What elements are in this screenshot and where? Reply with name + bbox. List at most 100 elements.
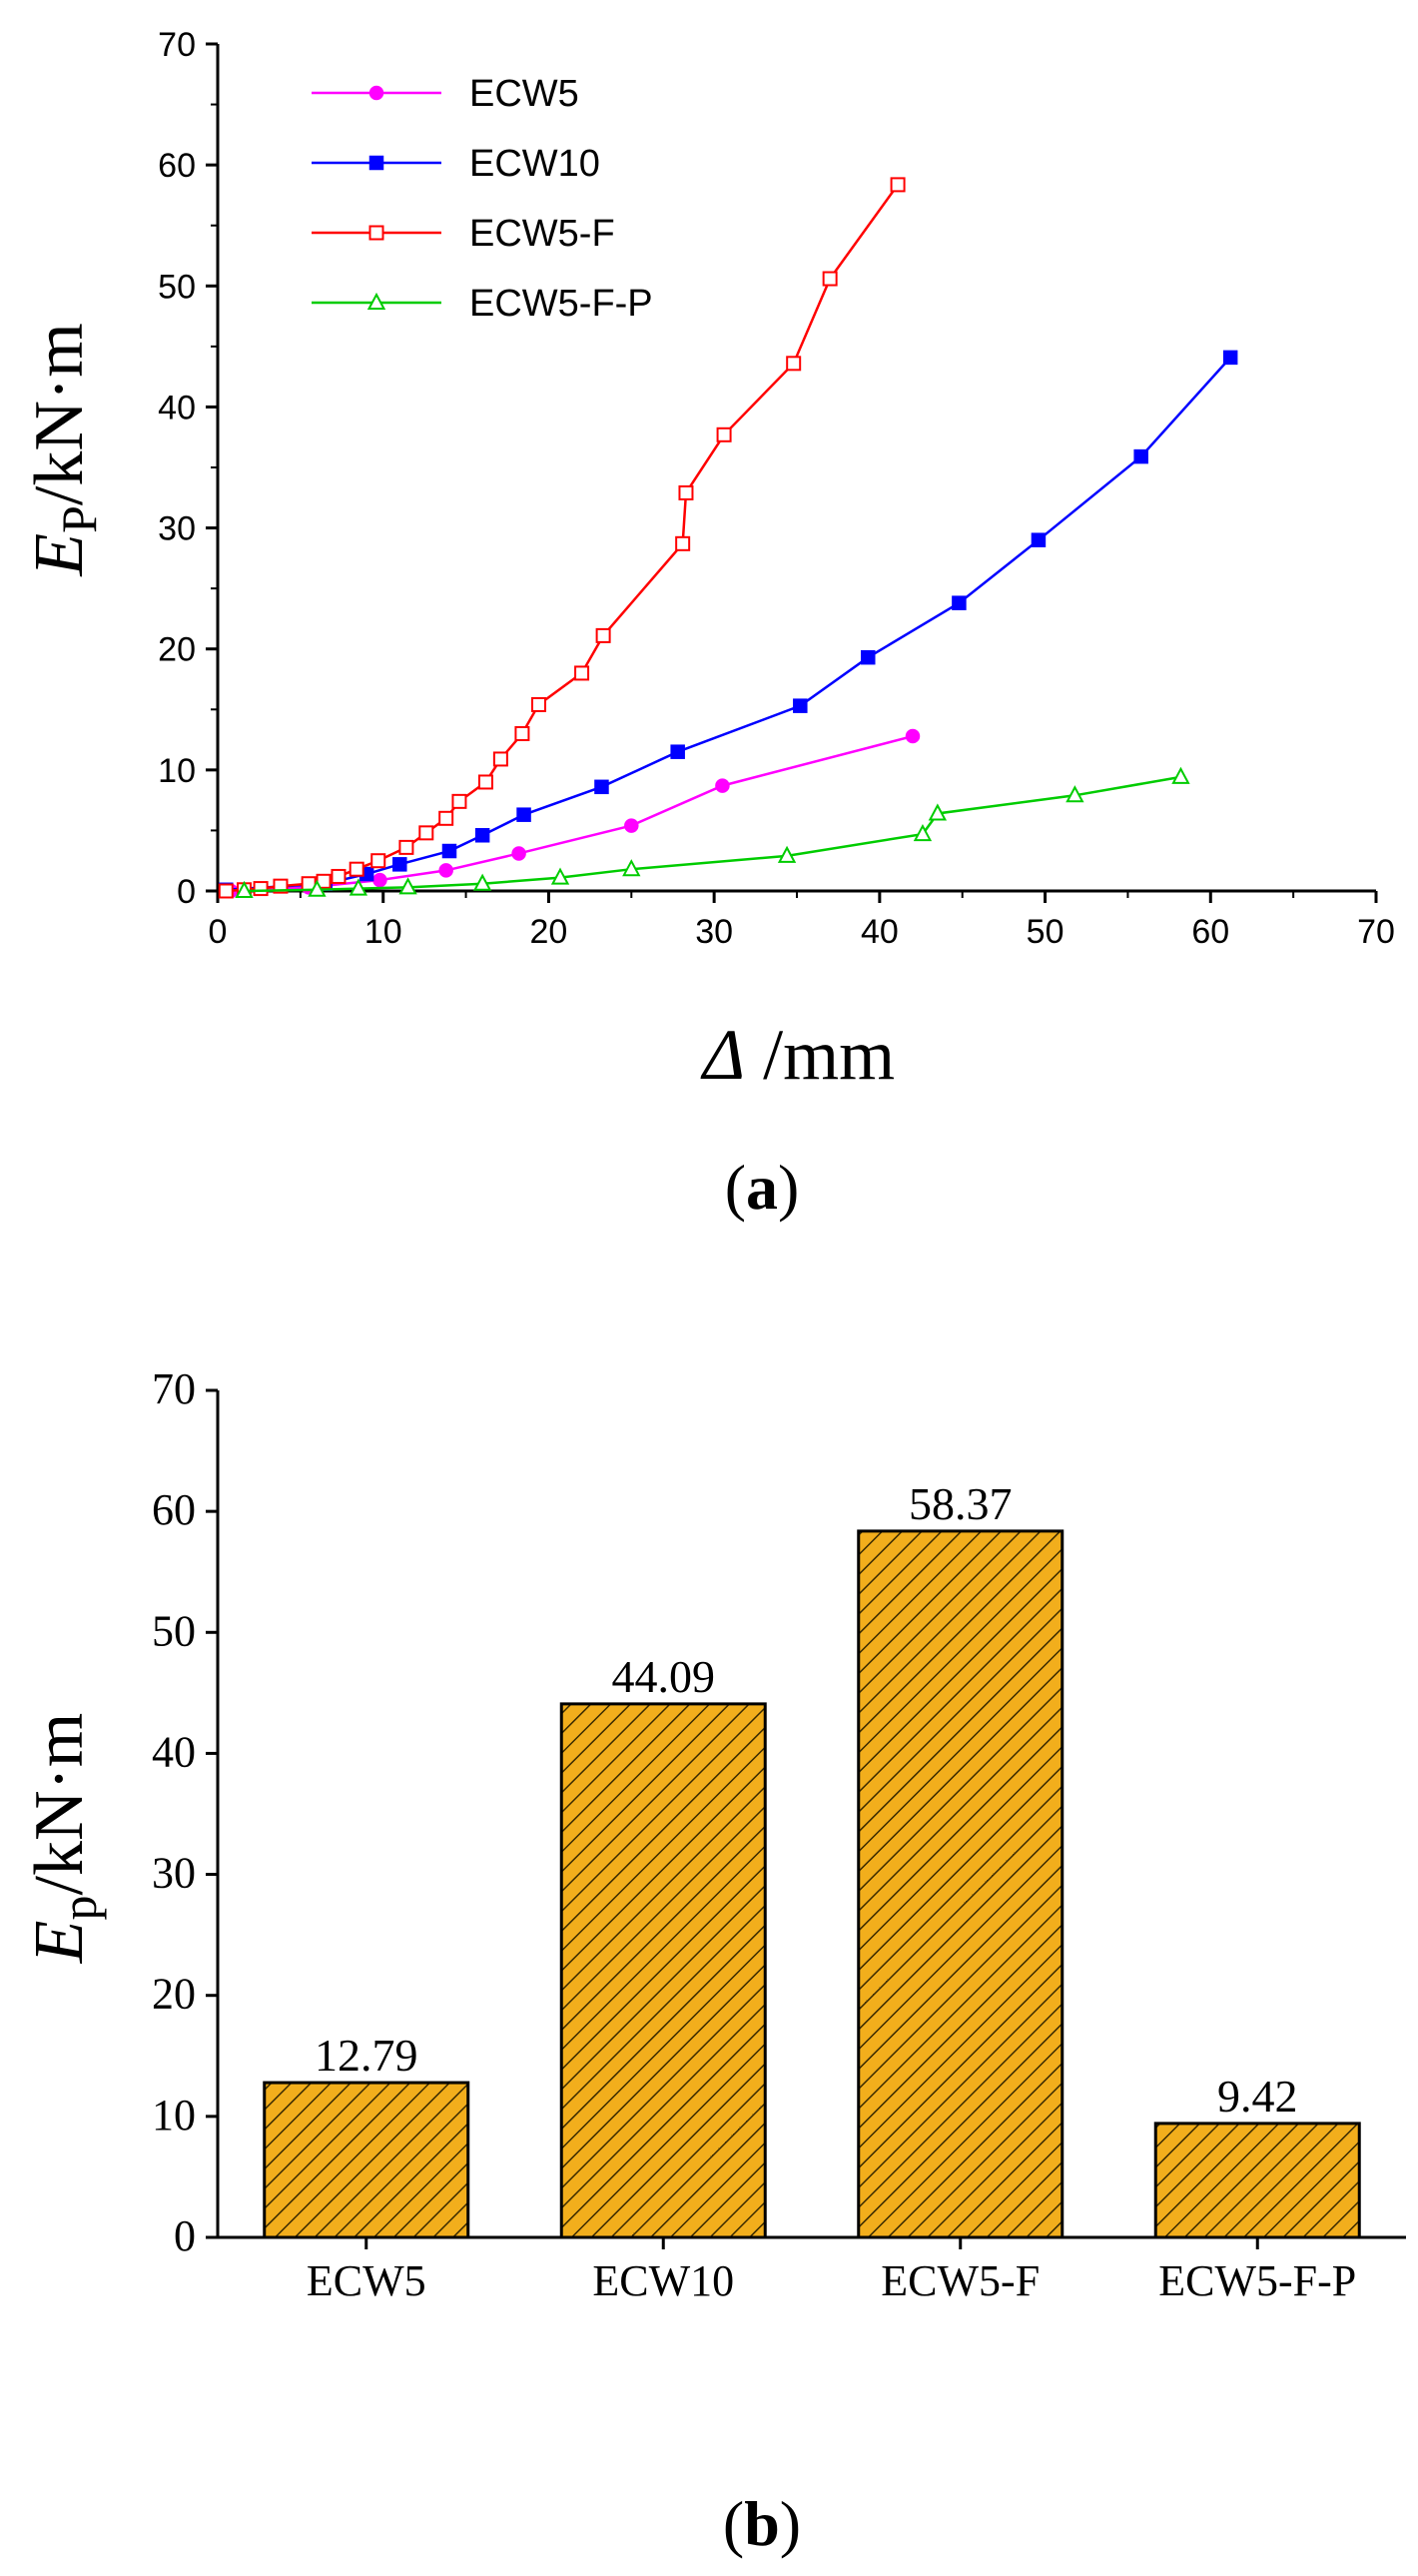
category-label: ECW5-F xyxy=(881,2256,1040,2305)
y-tick-label: 60 xyxy=(152,1485,196,1534)
data-point-ecw5-f-p xyxy=(928,803,948,821)
data-point-ecw5-f xyxy=(477,774,493,790)
y-tick-label: 0 xyxy=(174,2211,196,2260)
category-label: ECW10 xyxy=(592,2256,734,2305)
data-point-ecw5-f-p xyxy=(472,873,492,891)
x-tick-label: 0 xyxy=(209,913,228,951)
series-line-ecw5 xyxy=(231,734,914,893)
y-tick-label: 30 xyxy=(152,1849,196,1898)
data-point-ecw5-f-p xyxy=(349,878,368,896)
data-point-ecw10 xyxy=(793,698,808,713)
data-point-ecw10 xyxy=(516,807,531,822)
bar-ecw5-f-p xyxy=(1153,2122,1361,2239)
data-point-ecw5 xyxy=(624,818,639,833)
y-tick-label: 10 xyxy=(158,752,196,790)
data-point-ecw5-f-p xyxy=(1171,766,1190,784)
y-label-subscript: p xyxy=(51,1896,107,1921)
data-point-ecw5 xyxy=(511,846,526,861)
data-point-ecw5-f xyxy=(822,271,838,287)
bar-value-label: 44.09 xyxy=(612,1651,716,1702)
x-tick-label: 50 xyxy=(1027,913,1064,951)
legend-item-ecw5-f: ECW5-F xyxy=(312,213,615,255)
x-tick-label: 60 xyxy=(1191,913,1229,951)
bar-ecw5-f xyxy=(857,1529,1064,2239)
y-tick-label: 30 xyxy=(158,510,196,548)
data-point-ecw5-f-p xyxy=(622,859,641,877)
legend-marker xyxy=(366,292,386,310)
data-point-ecw5 xyxy=(715,778,730,793)
x-label-symbol: Δ xyxy=(700,1015,745,1095)
data-point-ecw5-f xyxy=(675,535,691,551)
data-point-ecw5-f xyxy=(716,427,732,442)
x-tick-label: 40 xyxy=(861,913,899,951)
data-point-ecw5-f xyxy=(514,726,530,742)
data-point-ecw5 xyxy=(372,872,387,888)
data-point-ecw5-f xyxy=(349,861,364,877)
legend-label: ECW5 xyxy=(469,73,579,115)
legend-marker xyxy=(368,225,384,241)
line-chart-y-axis-label: EP/kN·m xyxy=(21,323,107,576)
y-label-symbol: E xyxy=(21,1921,98,1965)
data-point-ecw5-f xyxy=(451,793,467,809)
data-point-ecw5 xyxy=(905,728,921,744)
data-point-ecw10 xyxy=(1222,350,1238,366)
x-tick-label: 70 xyxy=(1357,913,1395,951)
legend-marker xyxy=(368,155,384,171)
y-label-units: /kN·m xyxy=(21,1713,98,1896)
x-tick-label: 10 xyxy=(364,913,402,951)
data-point-ecw5-f xyxy=(786,356,802,372)
panel-letter-b: b xyxy=(744,2488,780,2559)
bar-chart-ticks: 0 10 20 30 40 50 60 70 xyxy=(152,1364,1259,2260)
bar-value-label: 58.37 xyxy=(909,1478,1013,1529)
line-chart-legend: ECW5 ECW10 ECW5-F ECW5-F-P xyxy=(312,73,653,325)
data-point-ecw5-f-p xyxy=(913,823,933,842)
panel-label-a: (a) xyxy=(725,1152,800,1223)
y-tick-label: 70 xyxy=(152,1364,196,1413)
x-tick-label: 20 xyxy=(530,913,568,951)
y-tick-label: 60 xyxy=(158,147,196,185)
data-point-ecw10 xyxy=(594,779,609,795)
bar-value-label: 12.79 xyxy=(315,2030,418,2081)
legend-item-ecw5-f-p: ECW5-F-P xyxy=(312,283,653,325)
y-label-subscript: P xyxy=(51,505,107,533)
data-point-ecw10 xyxy=(952,595,967,610)
legend-marker xyxy=(368,85,384,101)
line-chart-ticks: 0 10 20 30 40 50 60 70 0 10 20 30 40 50 60 70 xyxy=(158,26,1395,951)
y-label-units: /kN·m xyxy=(21,323,98,505)
line-chart-series-group xyxy=(218,177,1238,899)
data-point-ecw10 xyxy=(392,857,407,872)
series-ecw5-f xyxy=(218,177,906,899)
data-point-ecw5-f xyxy=(438,810,454,826)
legend-item-ecw10: ECW10 xyxy=(312,143,600,185)
data-point-ecw10 xyxy=(1133,448,1148,464)
x-label-units: /mm xyxy=(745,1015,895,1095)
panel-letter-a: a xyxy=(746,1152,778,1223)
data-point-ecw10 xyxy=(441,843,457,859)
bar-chart-bars xyxy=(263,1529,1361,2239)
data-point-ecw5-f xyxy=(218,883,234,899)
line-chart-x-axis-label: Δ /mm xyxy=(700,1015,895,1095)
data-point-ecw5 xyxy=(438,863,453,878)
data-point-ecw5-f-p xyxy=(398,877,417,895)
x-tick-label: 30 xyxy=(695,913,733,951)
data-point-ecw5-f xyxy=(398,839,414,855)
series-ecw5 xyxy=(224,728,921,899)
category-label: ECW5-F-P xyxy=(1158,2256,1356,2305)
data-point-ecw5-f xyxy=(370,853,386,869)
y-tick-label: 0 xyxy=(177,873,196,911)
data-point-ecw5-f xyxy=(678,484,694,500)
series-ecw5-f-p xyxy=(235,766,1190,898)
y-tick-label: 40 xyxy=(152,1727,196,1776)
legend-label: ECW5-F-P xyxy=(469,283,653,325)
y-tick-label: 70 xyxy=(158,26,196,64)
data-point-ecw10 xyxy=(1031,532,1047,547)
category-label: ECW5 xyxy=(307,2256,426,2305)
bar-value-label: 9.42 xyxy=(1217,2071,1298,2122)
panel-label-b: (b) xyxy=(723,2488,801,2559)
data-point-ecw5-f-p xyxy=(1065,785,1084,803)
data-point-ecw10 xyxy=(474,828,490,843)
data-point-ecw5-f xyxy=(492,751,508,767)
y-tick-label: 50 xyxy=(158,268,196,306)
y-tick-label: 40 xyxy=(158,389,196,427)
